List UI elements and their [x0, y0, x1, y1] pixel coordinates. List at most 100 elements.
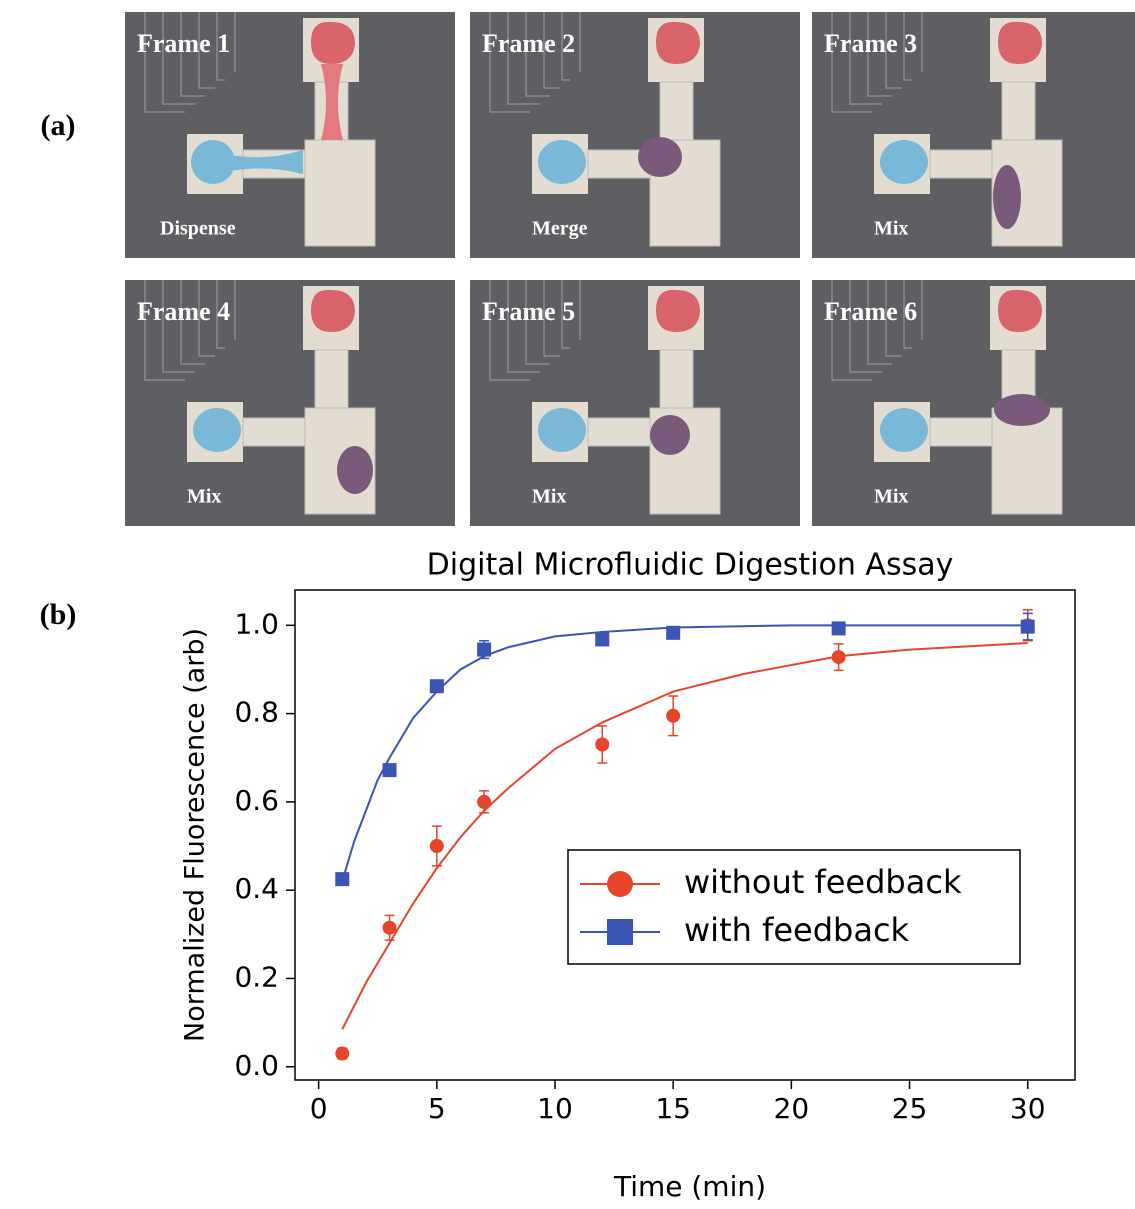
blue-droplet — [225, 150, 303, 174]
frame-photo — [125, 280, 455, 526]
electrode-trace — [885, 280, 902, 357]
legend-box — [567, 849, 1021, 965]
point — [335, 1046, 350, 1061]
electrode-trace — [489, 12, 530, 113]
frame-photo — [812, 12, 1135, 258]
point — [429, 839, 444, 854]
electrode-trace — [561, 280, 570, 349]
y-tick-label: 0.8 — [234, 696, 279, 729]
blue-droplet — [538, 408, 586, 452]
electrode-trace — [144, 280, 185, 381]
frame-caption: Mix — [532, 486, 566, 508]
electrode-trace — [543, 12, 560, 89]
y-tick-label: 0.6 — [234, 784, 279, 817]
electrode-trace — [867, 12, 892, 97]
frame-title: Frame 6 — [824, 297, 917, 326]
electrode-trace — [162, 280, 195, 373]
electrode-trace — [903, 280, 912, 349]
frame: Frame 4 Mix — [125, 280, 455, 526]
frame-photo — [812, 280, 1135, 526]
x-tick-label: 10 — [537, 1092, 573, 1125]
frame-caption: Merge — [532, 218, 588, 240]
electrode-grid — [304, 139, 376, 247]
electrode-trace — [507, 12, 540, 105]
y-tick-label: 0.4 — [234, 872, 279, 905]
x-tick-label: 20 — [774, 1092, 810, 1125]
mixed-droplet — [337, 446, 373, 494]
electrode-row — [929, 417, 993, 447]
electrode-trace — [849, 12, 882, 105]
electrode-trace — [180, 280, 205, 365]
frame-caption: Mix — [874, 486, 908, 508]
frame-photo — [470, 12, 800, 258]
point — [382, 763, 397, 778]
electrode-row — [242, 417, 306, 447]
frame-title: Frame 3 — [824, 29, 917, 58]
point — [666, 708, 681, 723]
electrode-trace — [216, 280, 225, 349]
frame-caption: Mix — [874, 218, 908, 240]
electrode-trace — [849, 280, 882, 373]
frame-title: Frame 2 — [482, 29, 575, 58]
frame: Frame 1 Dispense — [125, 12, 455, 258]
x-tick-label: 0 — [310, 1092, 328, 1125]
point — [595, 632, 610, 647]
frame-title: Frame 5 — [482, 297, 575, 326]
electrode-row — [929, 149, 993, 179]
blue-droplet — [191, 140, 235, 184]
red-droplet — [311, 21, 355, 64]
legend-label: without feedback — [684, 863, 962, 901]
mixed-droplet — [993, 165, 1021, 229]
legend-marker — [607, 871, 633, 897]
frame-title: Frame 1 — [137, 29, 230, 58]
blue-droplet — [880, 408, 928, 452]
point — [382, 920, 397, 935]
electrode-trace — [198, 280, 215, 357]
point — [477, 642, 492, 657]
blue-droplet — [193, 408, 241, 452]
panel-label: (b) — [40, 598, 77, 631]
electrode-trace — [507, 280, 540, 373]
point — [666, 625, 681, 640]
mixed-droplet — [638, 137, 682, 177]
electrode-column — [659, 81, 694, 143]
electrode-trace — [525, 280, 550, 365]
electrode-trace — [831, 12, 872, 113]
frame: Frame 2 Merge — [470, 12, 800, 258]
mixed-droplet — [650, 415, 690, 455]
legend-marker — [607, 919, 633, 945]
electrode-trace — [180, 12, 205, 97]
electrode-trace — [885, 12, 902, 89]
red-droplet — [998, 289, 1042, 332]
chart-title: Digital Microfluidic Digestion Assay — [427, 548, 954, 583]
electrode-row — [587, 417, 651, 447]
red-droplet — [656, 289, 700, 332]
x-tick-label: 5 — [428, 1092, 446, 1125]
electrode-trace — [561, 12, 570, 81]
panel-label: (a) — [41, 109, 76, 142]
electrode-trace — [198, 12, 215, 89]
frame: Frame 3 Mix — [812, 12, 1135, 258]
legend-label: with feedback — [684, 911, 910, 949]
frame-photo — [470, 280, 800, 526]
electrode-trace — [903, 12, 912, 81]
blue-droplet — [538, 140, 586, 184]
y-tick-label: 0.2 — [234, 960, 279, 993]
electrode-trace — [543, 280, 560, 357]
red-droplet — [998, 21, 1042, 64]
electrode-trace — [489, 280, 530, 381]
electrode-trace — [162, 12, 195, 105]
electrode-column — [1001, 81, 1036, 143]
electrode-column — [314, 349, 349, 411]
electrode-trace — [867, 280, 892, 365]
red-droplet — [311, 289, 355, 332]
electrode-trace — [216, 12, 225, 81]
electrode-trace — [525, 12, 550, 97]
red-droplet — [656, 21, 700, 64]
y-tick-label: 0.0 — [234, 1049, 279, 1082]
point — [429, 679, 444, 694]
frame-caption: Dispense — [160, 218, 236, 240]
y-axis-label: Normalized Fluorescence (arb) — [180, 628, 211, 1042]
point — [335, 872, 350, 887]
